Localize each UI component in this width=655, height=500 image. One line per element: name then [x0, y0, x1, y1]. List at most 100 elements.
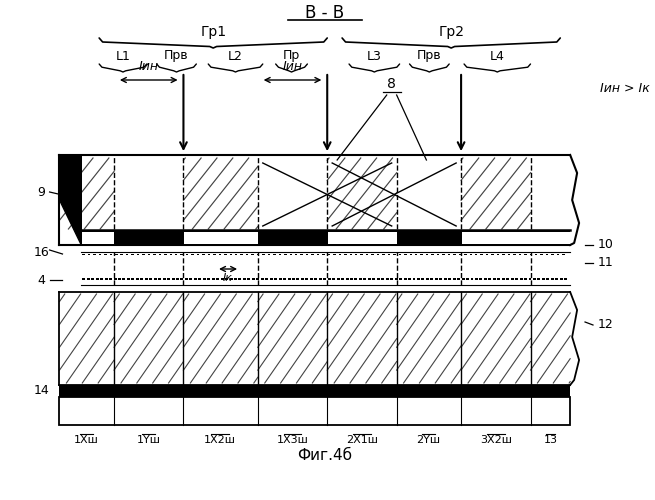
Text: В - В: В - В	[305, 4, 344, 22]
Bar	[515, 278, 518, 280]
Text: Iин: Iин	[282, 60, 303, 73]
Bar	[83, 232, 114, 244]
Bar	[470, 254, 472, 255]
Bar	[399, 278, 402, 280]
Bar	[140, 278, 143, 280]
Bar	[149, 278, 152, 280]
Text: 11: 11	[598, 256, 614, 270]
Bar	[181, 278, 183, 280]
Bar	[99, 254, 101, 255]
Polygon shape	[60, 155, 81, 245]
Bar	[317, 254, 319, 255]
Bar	[81, 231, 570, 245]
Bar	[162, 278, 166, 280]
Bar	[486, 254, 489, 255]
Bar	[60, 397, 570, 425]
Text: Iин: Iин	[139, 60, 159, 73]
Bar	[341, 278, 344, 280]
Bar	[496, 254, 499, 255]
Bar	[181, 254, 183, 255]
Bar	[167, 278, 170, 280]
Bar	[197, 254, 199, 255]
Bar	[404, 254, 407, 255]
Bar	[372, 278, 375, 280]
Bar	[344, 254, 346, 255]
Text: Прв: Прв	[417, 50, 441, 62]
Bar	[408, 278, 411, 280]
Bar	[283, 278, 286, 280]
Bar	[186, 254, 189, 255]
Bar	[284, 254, 287, 255]
Text: 12: 12	[598, 318, 614, 332]
Bar	[176, 278, 179, 280]
Bar	[328, 232, 397, 244]
Bar	[118, 278, 121, 280]
Bar	[555, 278, 558, 280]
Bar	[273, 254, 276, 255]
Bar	[458, 254, 461, 255]
Bar	[524, 278, 527, 280]
Bar	[432, 254, 434, 255]
Bar	[126, 254, 128, 255]
Bar	[194, 278, 197, 280]
Text: Пр: Пр	[283, 50, 300, 62]
Bar	[346, 278, 348, 280]
Bar	[524, 254, 527, 255]
Bar	[562, 254, 565, 255]
Bar	[301, 254, 303, 255]
Text: Гр1: Гр1	[200, 25, 226, 39]
Bar	[93, 254, 96, 255]
Text: Iк: Iк	[223, 273, 233, 283]
Bar	[88, 254, 90, 255]
Bar	[377, 254, 379, 255]
Bar	[479, 278, 483, 280]
Bar	[305, 278, 309, 280]
Text: 4: 4	[38, 274, 46, 286]
Bar	[268, 254, 271, 255]
Bar	[464, 254, 466, 255]
Bar	[415, 254, 417, 255]
Bar	[381, 278, 384, 280]
Bar	[208, 254, 210, 255]
Bar	[185, 278, 188, 280]
Bar	[440, 278, 442, 280]
Text: Гр2: Гр2	[438, 25, 464, 39]
Bar	[386, 278, 388, 280]
Bar	[104, 254, 107, 255]
Bar	[213, 254, 215, 255]
Bar	[96, 278, 99, 280]
Bar	[60, 385, 570, 397]
Bar	[493, 278, 496, 280]
Bar	[535, 254, 538, 255]
Bar	[442, 254, 445, 255]
Bar	[502, 278, 505, 280]
Bar	[475, 278, 478, 280]
Bar	[240, 254, 243, 255]
Bar	[91, 278, 94, 280]
Bar	[395, 278, 398, 280]
Bar	[491, 254, 494, 255]
Bar	[153, 254, 156, 255]
Bar	[86, 278, 90, 280]
Bar	[443, 278, 447, 280]
Text: L3: L3	[367, 50, 382, 62]
Bar	[538, 278, 540, 280]
Bar	[60, 292, 570, 385]
Bar	[377, 278, 380, 280]
Bar	[546, 278, 550, 280]
Bar	[137, 254, 140, 255]
Text: 13: 13	[544, 435, 557, 445]
Text: Прв: Прв	[164, 50, 189, 62]
Bar	[121, 254, 123, 255]
Bar	[257, 254, 259, 255]
Bar	[278, 278, 282, 280]
Text: 1Х3ш: 1Х3ш	[276, 435, 309, 445]
Bar	[466, 278, 469, 280]
Bar	[508, 254, 510, 255]
Bar	[557, 254, 559, 255]
Bar	[221, 278, 223, 280]
Bar	[297, 278, 299, 280]
Bar	[185, 232, 258, 244]
Bar	[243, 278, 246, 280]
Bar	[383, 254, 384, 255]
